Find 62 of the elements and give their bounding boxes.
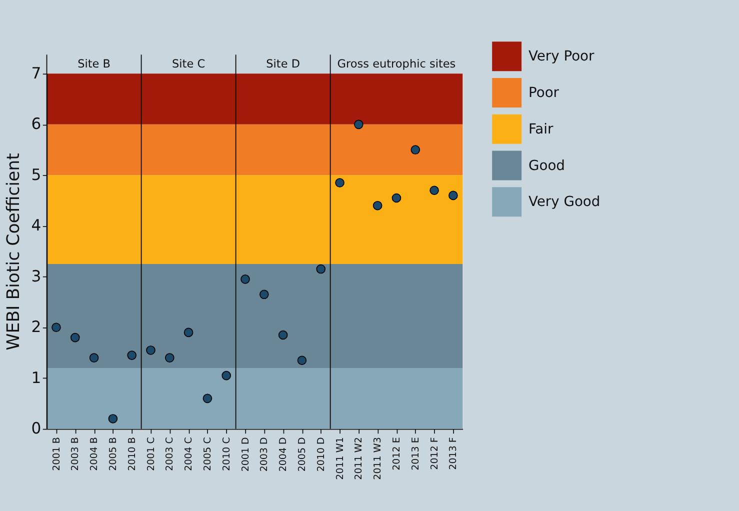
y-axis-title: WEBI Biotic Coefficient — [4, 152, 24, 350]
legend-label: Very Poor — [528, 48, 595, 65]
x-tick-label: 2010 C — [221, 436, 232, 471]
x-tick-label: 2001 C — [146, 436, 157, 471]
point — [184, 328, 194, 338]
point — [164, 353, 174, 362]
point — [240, 274, 250, 284]
point — [316, 264, 326, 274]
x-tick-label: 2004 D — [278, 437, 290, 472]
x-tick-label: 2005 D — [296, 437, 308, 472]
x-tick-label: 2011 W2 — [354, 437, 365, 480]
y-tick-label: 0 — [31, 420, 42, 438]
point — [354, 120, 364, 130]
text: Site B — [78, 58, 110, 71]
x-tick-label: 2005 C — [202, 436, 214, 471]
x-tick-label: 2011 W3 — [372, 437, 384, 480]
x-tick-label: 2004 C — [184, 436, 195, 471]
point — [372, 200, 382, 210]
text: Site D — [266, 58, 300, 71]
legend-label: Fair — [528, 121, 554, 138]
point — [278, 330, 288, 340]
x-tick-label: 2013 E — [410, 437, 422, 470]
point — [108, 414, 118, 424]
legend-label: Good — [528, 158, 565, 174]
point — [70, 332, 80, 342]
y-tick-label: 4 — [31, 216, 42, 235]
point — [89, 353, 99, 362]
y-tick-label: 2 — [31, 318, 42, 336]
point — [410, 145, 420, 154]
x-tick-label: 2011 W1 — [334, 437, 346, 480]
y-tick-label: 5 — [31, 166, 42, 184]
x-tick-label: 2005 B — [108, 437, 119, 471]
point — [260, 290, 269, 300]
text: Gross eutrophic sites — [337, 58, 456, 71]
x-tick-label: 2003 D — [259, 437, 270, 472]
legend-label: Poor — [528, 85, 560, 102]
y-tick-label: 1 — [31, 368, 42, 387]
x-tick-label: 2012 F — [429, 437, 440, 470]
x-tick-label: 2003 C — [164, 436, 176, 471]
x-tick-label: 2010 B — [126, 437, 138, 471]
point — [146, 346, 156, 355]
x-tick-label: 2001 B — [51, 437, 62, 471]
point — [222, 370, 232, 380]
y-tick-label: 6 — [31, 115, 42, 134]
x-tick-label: 2010 D — [316, 437, 327, 472]
legend-label: Very Good — [528, 194, 600, 210]
point — [202, 394, 212, 404]
x-tick-label: 2013 F — [448, 437, 460, 470]
x-tick-label: 2001 D — [240, 437, 252, 472]
point — [52, 322, 61, 332]
point — [297, 356, 307, 366]
point — [127, 350, 136, 360]
point — [430, 186, 439, 196]
y-tick-label: 3 — [31, 267, 42, 286]
y-tick-label: 7 — [31, 64, 42, 82]
x-tick-label: 2004 B — [89, 437, 100, 471]
point — [448, 190, 458, 200]
point — [392, 193, 402, 203]
text: Site C — [172, 58, 206, 71]
point — [335, 178, 344, 188]
x-tick-label: 2012 E — [392, 437, 403, 470]
x-tick-label: 2003 B — [70, 437, 82, 471]
